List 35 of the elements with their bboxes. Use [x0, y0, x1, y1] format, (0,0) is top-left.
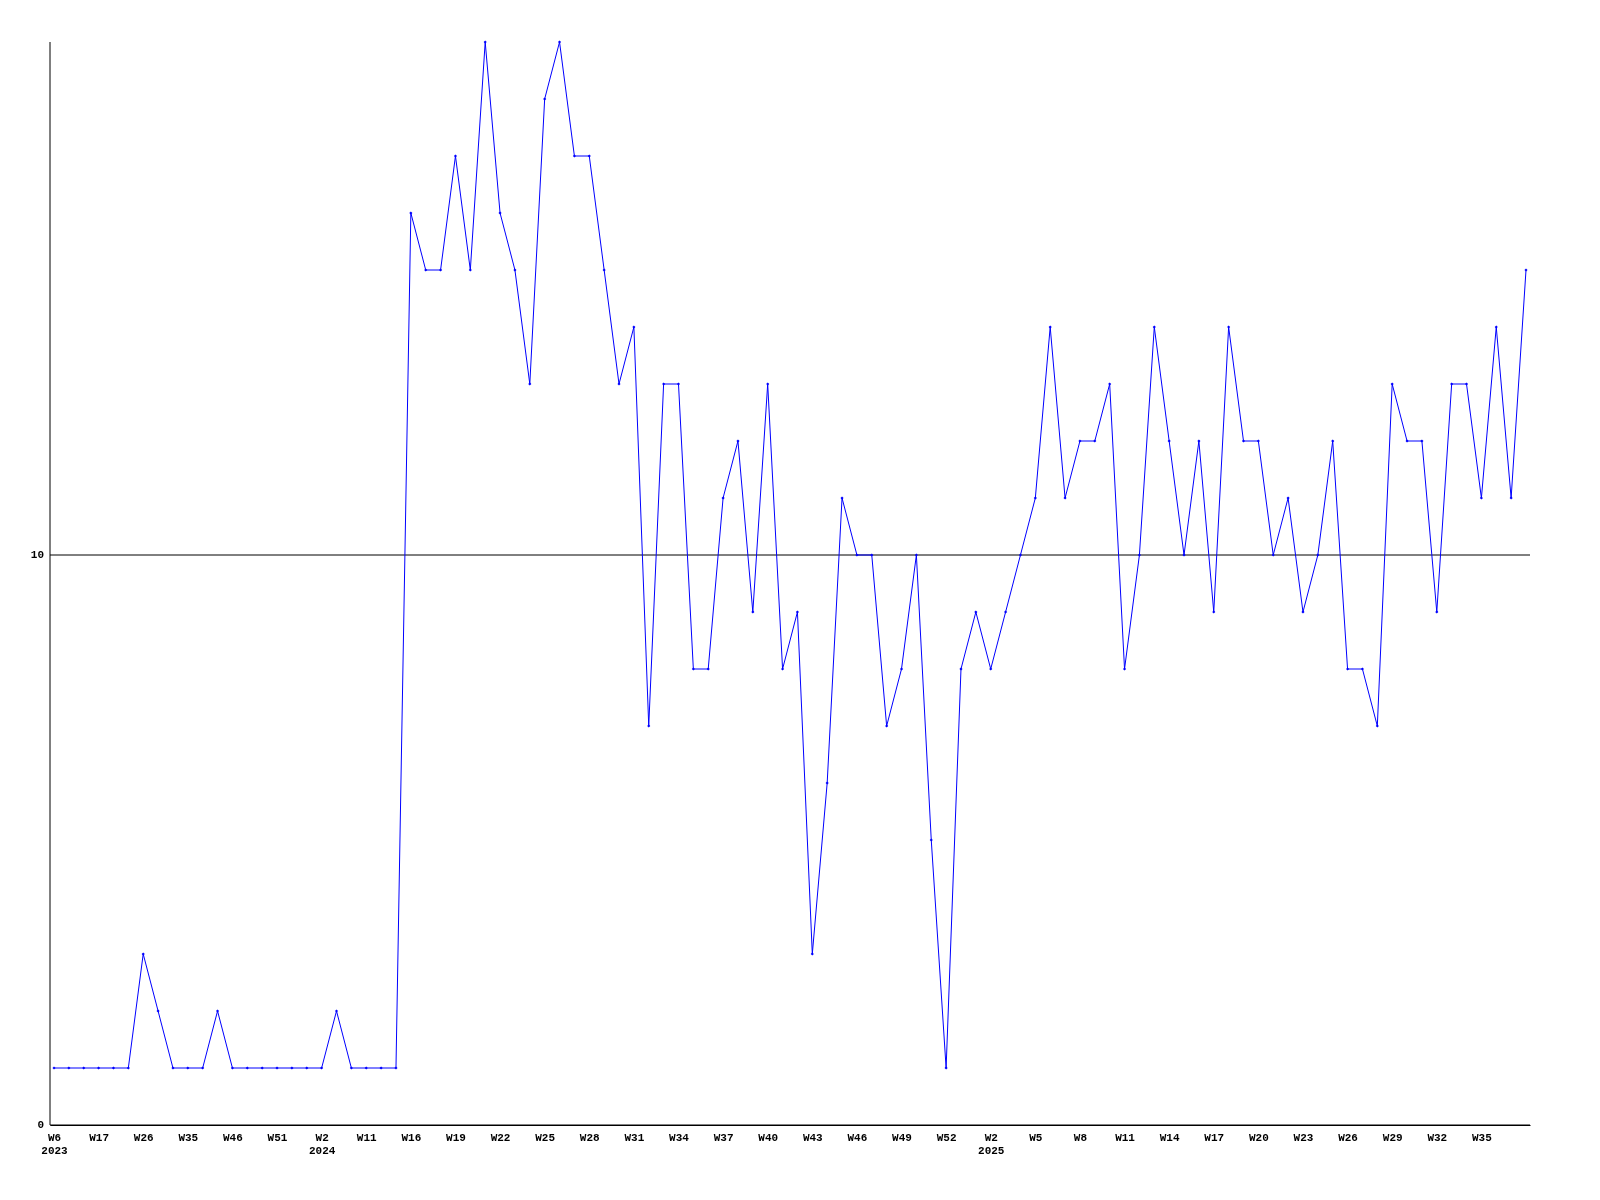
x-tick-label: W51	[267, 1131, 288, 1144]
x-tick-label: W52	[936, 1131, 957, 1144]
x-tick-label: W2 2025	[978, 1131, 1005, 1157]
x-tick-label: W35	[178, 1131, 199, 1144]
x-tick-label: W2 2024	[308, 1131, 336, 1157]
x-tick-label: W29	[1382, 1131, 1403, 1144]
x-tick-label: W20	[1248, 1131, 1269, 1144]
x-tick-label: W23	[1293, 1131, 1314, 1144]
x-tick-label: W28	[579, 1131, 601, 1144]
x-tick-label: W31	[624, 1131, 645, 1144]
y-tick-label: 0	[37, 1119, 44, 1131]
x-tick-label: W34	[669, 1131, 690, 1144]
x-tick-label: W8	[1073, 1131, 1088, 1144]
x-tick-label: W49	[892, 1131, 912, 1144]
x-tick-label: W6 2023	[41, 1131, 69, 1157]
x-tick-label: W35	[1471, 1131, 1493, 1144]
x-tick-label: W11	[1115, 1131, 1136, 1144]
x-tick-label: W26	[133, 1131, 154, 1144]
x-tick-label: W25	[535, 1131, 556, 1144]
x-tick-label: W37	[713, 1131, 734, 1144]
x-tick-label: W22	[490, 1131, 511, 1144]
x-tick-label: W17	[1204, 1131, 1225, 1144]
x-tick-label: W19	[446, 1131, 466, 1144]
x-tick-label: W16	[401, 1131, 422, 1144]
x-tick-label: W14	[1159, 1131, 1180, 1144]
x-tick-label: W46	[223, 1131, 243, 1144]
x-tick-label: W11	[356, 1131, 378, 1144]
x-tick-label: W5	[1029, 1131, 1043, 1144]
x-tick-label: W17	[89, 1131, 110, 1144]
x-tick-label: W46	[847, 1131, 868, 1144]
x-tick-label: W32	[1427, 1131, 1448, 1144]
x-tick-label: W26	[1338, 1131, 1358, 1144]
x-tick-label: W40	[758, 1131, 779, 1144]
y-tick-label: 10	[30, 549, 44, 561]
x-tick-label: W43	[802, 1131, 824, 1144]
